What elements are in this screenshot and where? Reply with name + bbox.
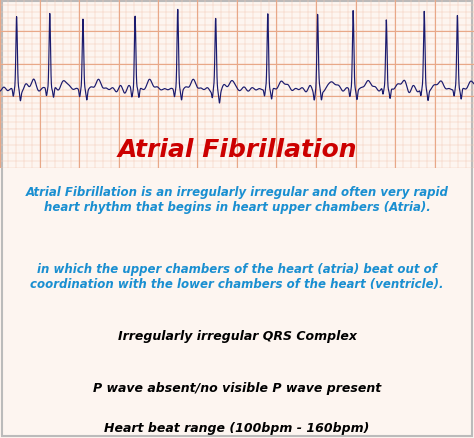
Text: Irregularly irregular QRS Complex: Irregularly irregular QRS Complex bbox=[118, 329, 356, 342]
Text: Atrial Fibrillation: Atrial Fibrillation bbox=[117, 138, 357, 161]
Text: Atrial Fibrillation is an irregularly irregular and often very rapid
heart rhyth: Atrial Fibrillation is an irregularly ir… bbox=[26, 186, 448, 214]
Text: in which the upper chambers of the heart (atria) beat out of
coordination with t: in which the upper chambers of the heart… bbox=[30, 262, 444, 290]
Text: P wave absent/no visible P wave present: P wave absent/no visible P wave present bbox=[93, 381, 381, 395]
Text: Heart beat range (100bpm - 160bpm): Heart beat range (100bpm - 160bpm) bbox=[104, 421, 370, 434]
